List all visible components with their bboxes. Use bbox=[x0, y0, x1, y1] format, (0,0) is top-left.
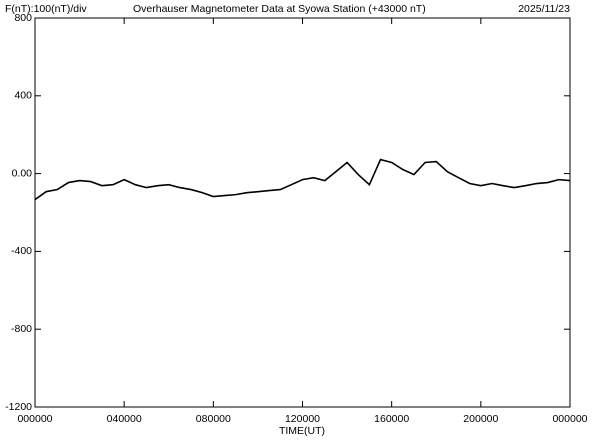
y-tick-label: -1200 bbox=[5, 401, 32, 413]
x-tick-label: 120000 bbox=[285, 413, 320, 425]
x-tick-label: 000000 bbox=[17, 413, 52, 425]
x-tick-label: 080000 bbox=[196, 413, 231, 425]
plot-frame bbox=[34, 17, 571, 408]
x-axis-label: TIME(UT) bbox=[279, 425, 325, 437]
x-tick-label: 160000 bbox=[374, 413, 409, 425]
y-tick-label: 0.00 bbox=[12, 167, 33, 179]
date: 2025/11/23 bbox=[518, 3, 570, 15]
x-tick-label: 200000 bbox=[463, 413, 498, 425]
y-tick-label: -400 bbox=[11, 245, 32, 257]
y-tick-label: -800 bbox=[11, 323, 32, 335]
chart-title: Overhauser Magnetometer Data at Syowa St… bbox=[133, 3, 426, 15]
x-tick-label: 000000 bbox=[552, 413, 587, 425]
data-line bbox=[34, 158, 571, 201]
x-tick-label: 040000 bbox=[107, 413, 142, 425]
header-left: F(nT):100(nT)/div bbox=[5, 3, 87, 15]
y-tick-label: 800 bbox=[14, 12, 32, 24]
y-tick-label: 400 bbox=[14, 90, 32, 102]
